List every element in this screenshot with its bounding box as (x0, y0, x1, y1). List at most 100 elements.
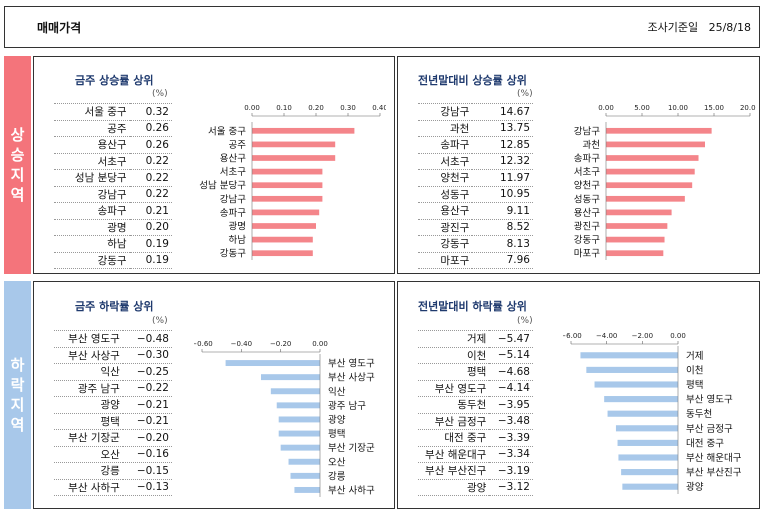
region-value: −0.48 (122, 330, 172, 348)
tick-label: 0.00 (670, 332, 686, 340)
tick-label: −2.00 (632, 332, 653, 340)
category-label: 강남구 (574, 126, 600, 137)
region-name: 부산 금정구 (418, 412, 490, 430)
tick-label: −4.00 (596, 332, 617, 340)
region-value: 0.22 (129, 185, 172, 203)
table-row: 하남 0.19 (54, 235, 172, 253)
table-row: 송파구 0.21 (54, 202, 172, 220)
region-value: −3.48 (489, 412, 533, 430)
table-row: 양천구 11.97 (418, 169, 533, 187)
region-name: 부산 사상구 (54, 346, 123, 364)
category-label: 부산 기장군 (328, 443, 375, 454)
region-name: 강남구 (418, 103, 473, 121)
tick-label: 0.30 (340, 104, 356, 112)
region-value: 0.20 (129, 218, 172, 236)
bar (586, 366, 678, 373)
table-row: 이천 −5.14 (418, 346, 533, 364)
region-name: 오산 (54, 445, 123, 463)
region-name: 마포구 (418, 251, 473, 269)
category-label: 동두천 (686, 409, 712, 420)
region-value: 14.67 (472, 103, 533, 121)
category-label: 성동구 (574, 194, 600, 205)
bar (252, 236, 313, 243)
tick-label: 0.00 (598, 104, 614, 112)
region-value: −5.47 (489, 330, 533, 348)
header-bar: 매매가격 조사기준일 25/8/18 (4, 6, 760, 48)
bar (604, 396, 678, 403)
category-label: 거제 (686, 351, 703, 362)
table-row: 부산 기장군 −0.20 (54, 429, 172, 447)
category-label: 광주 남구 (328, 400, 366, 412)
tick-label: −6.00 (563, 332, 582, 340)
table-row: 강동구 0.19 (54, 251, 172, 269)
table-row: 서초구 0.22 (54, 152, 172, 170)
ranking-table: 강남구 14.67 과천 13.75 송파구 12.85 서초구 12.32 양천구 11.97 성… (418, 103, 533, 269)
ranking-table: 서울 중구 0.32 공주 0.26 용산구 0.26 서초구 0.22 성남 분당구 0.22 강… (54, 103, 172, 269)
category-label: 용산구 (220, 154, 246, 165)
category-label: 광진구 (574, 221, 600, 233)
region-name: 부산 사하구 (54, 478, 123, 496)
table-row: 강동구 8.13 (418, 235, 533, 253)
table-row: 송파구 12.85 (418, 136, 533, 154)
category-label: 광명 (229, 221, 246, 233)
region-name: 성남 분당구 (54, 169, 130, 187)
tick-label: 5.00 (634, 104, 650, 112)
category-label: 부산 금정구 (686, 424, 733, 435)
unit-label: (%) (152, 316, 168, 326)
region-name: 광주 남구 (54, 379, 123, 397)
table-row: 부산 부산진구 −3.19 (418, 462, 533, 480)
bar (606, 141, 705, 148)
region-value: 11.97 (472, 169, 533, 187)
table-row: 평택 −4.68 (418, 363, 533, 381)
bar (606, 209, 672, 216)
category-label: 강동구 (220, 249, 246, 260)
page-title: 매매가격 (37, 21, 82, 35)
survey-date: 조사기준일 25/8/18 (647, 21, 751, 34)
bar (252, 155, 336, 161)
region-value: −4.14 (489, 379, 533, 397)
region-value: −0.25 (122, 363, 172, 381)
bar (606, 195, 685, 202)
region-name: 용산구 (418, 202, 473, 220)
table-row: 광진구 8.52 (418, 218, 533, 236)
bar (252, 250, 313, 257)
region-name: 서초구 (418, 152, 473, 170)
region-name: 익산 (54, 363, 123, 381)
chart-title: 전년말대비 상승률 상위 (418, 74, 527, 87)
table-row: 광명 0.20 (54, 218, 172, 236)
region-name: 광명 (54, 218, 130, 236)
region-name: 평택 (54, 412, 123, 430)
region-name: 부산 기장군 (54, 429, 123, 447)
bar (294, 486, 320, 493)
region-value: 8.13 (472, 235, 533, 253)
table-row: 부산 사하구 −0.13 (54, 478, 172, 496)
region-name: 광양 (54, 396, 123, 414)
table-row: 광양 −0.21 (54, 396, 172, 414)
region-value: 0.32 (129, 103, 172, 121)
bar (580, 352, 678, 359)
region-value: 0.21 (129, 202, 172, 220)
category-label: 서초구 (220, 167, 246, 178)
tick-label: 0.00 (244, 104, 260, 112)
category-label: 부산 사상구 (328, 373, 375, 384)
table-row: 마포구 7.96 (418, 251, 533, 269)
bar (621, 469, 678, 476)
region-value: −0.22 (122, 379, 172, 397)
ranking-table: 부산 영도구 −0.48 부산 사상구 −0.30 익산 −0.25 광주 남구 −0.22 광… (54, 330, 172, 496)
region-value: 0.26 (129, 119, 172, 137)
table-row: 오산 −0.16 (54, 445, 172, 463)
category-label: 용산구 (574, 208, 600, 219)
bar (252, 141, 336, 148)
region-value: −0.13 (122, 478, 172, 496)
category-label: 하남 (229, 234, 247, 246)
bar (252, 223, 316, 229)
region-name: 용산구 (54, 136, 130, 154)
table-row: 부산 금정구 −3.48 (418, 412, 533, 430)
tick-label: −0.20 (270, 340, 291, 348)
tick-label: 10.00 (668, 104, 688, 112)
bar (252, 182, 323, 189)
region-name: 송파구 (54, 202, 130, 220)
region-name: 강남구 (54, 185, 130, 203)
region-name: 거제 (418, 330, 490, 348)
bar (618, 454, 678, 461)
